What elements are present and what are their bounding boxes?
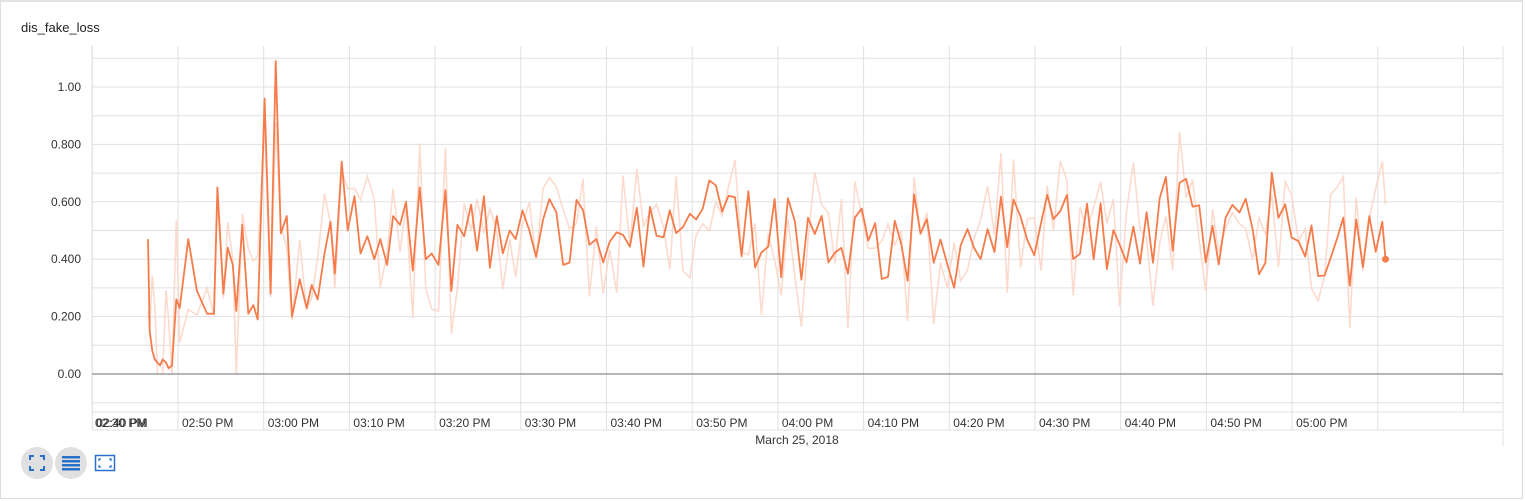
x-tick-label: 02:50 PM (182, 416, 233, 430)
x-tick-label: 03:10 PM (353, 416, 404, 430)
x-tick-label: 03:20 PM (439, 416, 490, 430)
fit-to-domain-button[interactable] (21, 447, 53, 479)
fit-to-domain-icon (29, 455, 45, 471)
x-axis-label: March 25, 2018 (755, 433, 839, 447)
y-tick-label: 0.800 (51, 137, 81, 151)
y-tick-label: 0.00 (58, 367, 82, 381)
x-tick-label: 02:30 PM (95, 416, 146, 430)
x-tick-label: 04:10 PM (868, 416, 919, 430)
grid (91, 46, 1503, 412)
x-tick-label: 05:00 PM (1296, 416, 1347, 430)
expand-chart-icon (94, 454, 116, 472)
toggle-log-scale-button[interactable] (55, 447, 87, 479)
x-tick-label: 03:40 PM (611, 416, 662, 430)
chart-toolbar (21, 447, 121, 479)
y-tick-label: 0.200 (51, 310, 81, 324)
x-tick-label: 03:30 PM (525, 416, 576, 430)
x-tick-label: 04:50 PM (1210, 416, 1261, 430)
y-tick-label: 1.00 (58, 80, 82, 94)
x-tick-label: 02:40 PM (96, 416, 147, 430)
y-tick-label: 0.600 (51, 195, 81, 209)
last-point-marker (1382, 255, 1390, 263)
x-tick-label: 03:50 PM (696, 416, 747, 430)
x-tick-label: 04:00 PM (782, 416, 833, 430)
y-tick-label: 0.400 (51, 252, 81, 266)
axes (91, 46, 1504, 446)
smoothed-series (147, 60, 1390, 370)
smoothed-series-line (147, 60, 1387, 370)
toggle-log-scale-icon (62, 456, 80, 471)
x-tick-label: 04:20 PM (953, 416, 1004, 430)
chart-title: dis_fake_loss (21, 20, 100, 35)
expand-chart-button[interactable] (89, 447, 121, 479)
x-tick-label: 03:00 PM (268, 416, 319, 430)
x-tick-label: 04:30 PM (1039, 416, 1090, 430)
x-tick-label: 04:40 PM (1125, 416, 1176, 430)
y-axis-tick-labels: 0.00 0.200 0.400 0.600 0.800 1.00 (51, 80, 81, 381)
